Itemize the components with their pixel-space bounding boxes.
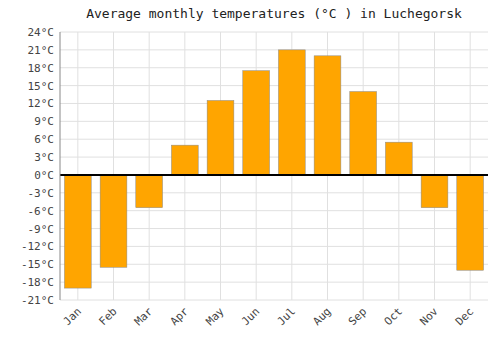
- y-tick-label: 24°C: [28, 26, 55, 39]
- bar: [207, 100, 234, 174]
- y-tick-label: 0°C: [34, 169, 54, 182]
- y-grid-line: [60, 49, 488, 50]
- y-tick-label: 15°C: [28, 80, 55, 93]
- x-tick-label: Mar: [132, 305, 156, 329]
- x-tick-label: Oct: [382, 305, 405, 328]
- y-tick-label: 21°C: [28, 44, 55, 57]
- y-grid-line: [60, 85, 488, 86]
- y-tick-label: 12°C: [28, 97, 55, 110]
- y-tick-label: 9°C: [34, 115, 54, 128]
- bars: [64, 50, 483, 288]
- bar: [64, 175, 91, 288]
- y-grid-line: [60, 139, 488, 140]
- y-tick-label: -3°C: [28, 187, 55, 200]
- x-tick-label: Sep: [346, 305, 369, 328]
- y-grid-line: [60, 174, 488, 175]
- y-tick-label: -12°C: [21, 240, 54, 253]
- y-tick-label: -6°C: [28, 205, 55, 218]
- x-tick-label: Apr: [168, 305, 192, 329]
- bar: [314, 56, 341, 175]
- bar: [385, 142, 412, 175]
- y-tick-label: 6°C: [34, 133, 54, 146]
- y-grid-line: [60, 32, 488, 33]
- zero-line: [60, 174, 488, 176]
- y-tick-label: 3°C: [34, 151, 54, 164]
- chart: Average monthly temperatures (°C ) in Lu…: [0, 0, 500, 350]
- y-tick-label: -18°C: [21, 276, 54, 289]
- y-grid-line: [60, 103, 488, 104]
- bar: [171, 145, 198, 175]
- y-grid-line: [60, 300, 488, 301]
- x-tick-label: Jul: [275, 305, 298, 328]
- bar: [100, 175, 127, 267]
- y-grid-line: [60, 157, 488, 158]
- y-grid-line: [60, 121, 488, 122]
- bar: [136, 175, 163, 208]
- x-tick-label: May: [203, 305, 227, 329]
- bar: [350, 92, 377, 175]
- x-grid-line: [149, 32, 150, 300]
- x-tick-label: Dec: [453, 305, 476, 328]
- y-tick-label: 18°C: [28, 62, 55, 75]
- y-grid-line: [60, 282, 488, 283]
- x-tick-label: Jan: [61, 305, 84, 328]
- bar: [421, 175, 448, 208]
- bar: [457, 175, 484, 270]
- x-tick-label: Nov: [417, 305, 441, 329]
- x-grid-line: [434, 32, 435, 300]
- x-tick-label: Aug: [310, 305, 333, 328]
- title: Average monthly temperatures (°C ) in Lu…: [86, 6, 462, 21]
- y-axis-line: [60, 32, 61, 300]
- y-tick-label: -15°C: [21, 258, 54, 271]
- y-tick-label: -21°C: [21, 294, 54, 307]
- x-tick-label: Jun: [239, 305, 262, 328]
- x-tick-label: Feb: [96, 305, 119, 328]
- chart-container: Average monthly temperatures (°C ) in Lu…: [0, 0, 500, 350]
- bar: [278, 50, 305, 175]
- grid: [60, 32, 488, 300]
- bar: [243, 71, 270, 175]
- y-tick-label: -9°C: [28, 223, 55, 236]
- y-grid-line: [60, 67, 488, 68]
